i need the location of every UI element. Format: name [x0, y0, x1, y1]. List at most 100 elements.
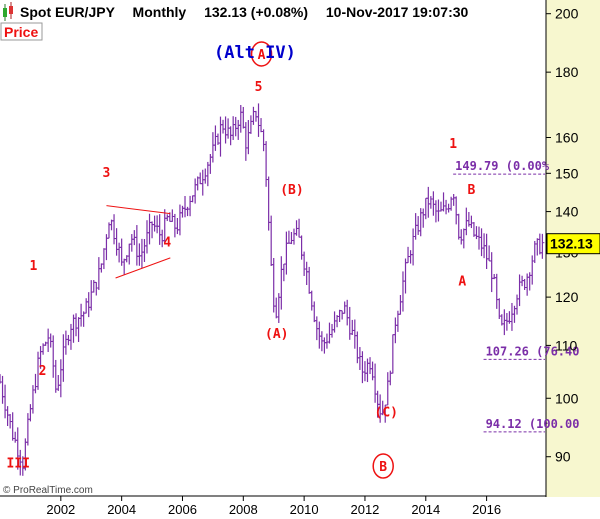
fib-label: 94.12 (100.00 [486, 417, 580, 431]
ohlc-bar [246, 120, 251, 155]
ohlc-bar [299, 235, 304, 260]
ohlc-bar [347, 306, 352, 340]
header-datetime: 10-Nov-2017 19:07:30 [326, 4, 469, 20]
ohlc-bar [515, 294, 520, 315]
ohlc-bar [76, 317, 81, 342]
ohlc-bar [342, 301, 347, 314]
period-label: Monthly [133, 4, 187, 20]
ohlc-bar [210, 132, 215, 163]
ohlc-bar [139, 238, 144, 269]
ohlc-bar [0, 375, 5, 404]
ohlc-bar [147, 213, 152, 245]
price-tab[interactable]: Price [0, 22, 43, 41]
ohlc-bar [33, 373, 38, 394]
ohlc-bar [291, 228, 296, 245]
ohlc-bar [241, 106, 246, 129]
ohlc-bar [530, 255, 535, 285]
circled-wave-label: A [250, 41, 273, 67]
ohlc-bar [317, 321, 322, 349]
ohlc-bar [416, 216, 421, 235]
ohlc-bar [51, 335, 56, 378]
fib-label: 149.79 (0.00% [455, 159, 550, 173]
ohlc-bar [142, 239, 147, 262]
ohlc-bar [165, 214, 170, 222]
ohlc-bar [362, 361, 367, 382]
price-tab-label: Price [4, 24, 38, 40]
ohlc-bar [307, 266, 312, 294]
ohlc-bar [195, 176, 200, 191]
wave-label: 3 [103, 166, 111, 181]
ohlc-bar [256, 103, 261, 137]
ohlc-bar [469, 215, 474, 229]
ohlc-bar [517, 274, 522, 307]
ohlc-bar [248, 115, 253, 134]
triangle-upper-line [106, 205, 171, 215]
ohlc-bar [459, 229, 464, 245]
svg-text:A: A [258, 48, 266, 63]
ohlc-bar [477, 226, 482, 250]
ohlc-bar [502, 309, 507, 336]
ohlc-bar [137, 243, 142, 266]
ohlc-bar [48, 333, 53, 348]
ohlc-bar [253, 110, 258, 122]
ohlc-bar [43, 341, 48, 346]
ohlc-bar [213, 125, 218, 151]
y-tick-label: 100 [555, 390, 579, 406]
ohlc-bar [332, 311, 337, 333]
ohlc-bar [10, 412, 15, 441]
fib-label: 107.26 (76.40 [486, 344, 580, 358]
x-tick-label: 2016 [472, 502, 501, 517]
ohlc-bar [355, 331, 360, 364]
y-tick-label: 160 [555, 130, 579, 146]
circled-wave-label: B [372, 453, 394, 479]
ohlc-bar [365, 358, 370, 383]
alt-wave-label: (Alt IV) [214, 43, 296, 63]
copyright: © ProRealTime.com [3, 485, 93, 496]
x-tick-label: 2012 [350, 502, 379, 517]
chart-header: Spot EUR/JPY Monthly 132.13 (+0.08%) 10-… [3, 2, 469, 21]
ohlc-bar [218, 116, 223, 157]
ohlc-bar [454, 196, 459, 225]
ohlc-bar [231, 116, 236, 140]
ohlc-bar [71, 314, 76, 343]
x-tick-label: 2006 [168, 502, 197, 517]
ohlc-bar [74, 313, 79, 337]
ohlc-bar [269, 215, 274, 266]
ohlc-bar [46, 328, 51, 352]
ohlc-bar [461, 228, 466, 249]
ohlc-bar [170, 209, 175, 222]
ohlc-bar [271, 257, 276, 313]
ohlc-bar [484, 233, 489, 269]
ohlc-bar [86, 292, 91, 318]
ohlc-bar [281, 263, 286, 282]
x-tick-label: 2014 [411, 502, 440, 517]
ohlc-bar [421, 208, 426, 228]
ohlc-bar [223, 116, 228, 144]
ohlc-bar [58, 359, 63, 398]
ohlc-bar [185, 206, 190, 217]
ohlc-bar [177, 204, 182, 236]
ohlc-bar [117, 242, 122, 263]
ohlc-bar [322, 337, 327, 354]
ohlc-bar [152, 215, 157, 232]
svg-text:Spot EUR/JPY Monthly: Spot EUR/JPY Monthly 132.13 (+0.08%) 10-… [20, 4, 469, 20]
ohlc-bar [350, 319, 355, 336]
ohlc-bar [68, 323, 73, 350]
ohlc-bar [474, 226, 479, 240]
ohlc-bar [535, 238, 540, 256]
wave-label: (B) [280, 183, 303, 198]
x-tick-label: 2008 [229, 502, 258, 517]
ohlc-bar [114, 228, 119, 256]
ohlc-bar [61, 334, 66, 382]
y-tick-label: 180 [555, 64, 579, 80]
ohlc-bar [352, 319, 357, 349]
ohlc-bar [274, 297, 279, 319]
ohlc-bar [112, 214, 117, 245]
ohlc-bar [423, 197, 428, 220]
ohlc-bar [155, 215, 160, 234]
ohlc-bar [393, 317, 398, 344]
triangle-pattern [106, 205, 171, 279]
last-price-marker: 132.13 [546, 233, 600, 255]
triangle-lower-line [115, 257, 171, 279]
last-price-label: 132.13 [550, 236, 593, 252]
